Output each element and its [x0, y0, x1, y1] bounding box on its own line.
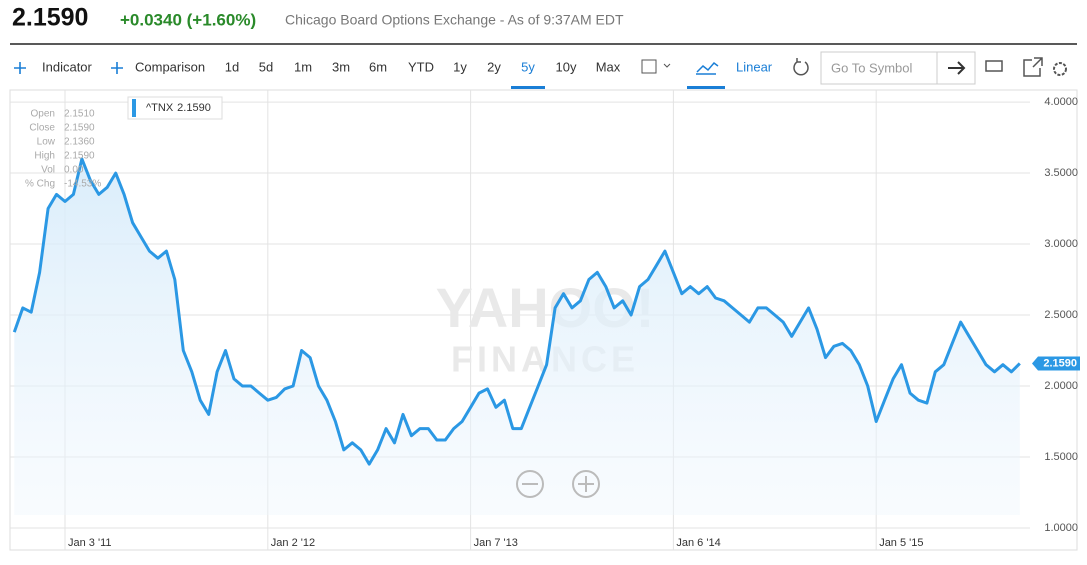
chart-type-underline: [687, 86, 725, 89]
change: +0.0340 (+1.60%): [120, 10, 256, 29]
scale-button[interactable]: Linear: [736, 59, 773, 74]
info-label: Vol: [41, 165, 55, 176]
x-tick-label: Jan 2 '12: [271, 537, 315, 549]
toolbar-button[interactable]: 3m: [332, 59, 350, 74]
y-tick-label: 1.5000: [1044, 451, 1078, 463]
y-tick-label: 4.0000: [1044, 96, 1078, 108]
x-tick-label: Jan 3 '11: [68, 537, 111, 549]
info-label: Open: [31, 109, 55, 120]
x-tick-label: Jan 7 '13: [474, 537, 518, 549]
y-tick-label: 2.5000: [1044, 309, 1078, 321]
toolbar-button[interactable]: Comparison: [135, 59, 205, 74]
toolbar: Indicator Comparison 1d 5d 1m 3m 6m YTD 1y 2y 5y 10…: [14, 51, 1067, 89]
toolbar-button[interactable]: Indicator: [42, 59, 93, 74]
go-arrow[interactable]: [948, 61, 966, 75]
toolbar-button[interactable]: YTD: [408, 59, 434, 74]
toolbar-button[interactable]: 6m: [369, 59, 387, 74]
toolbar-button[interactable]: 10y: [556, 59, 577, 74]
price: 2.1590: [12, 4, 88, 32]
legend-value: 2.1590: [177, 102, 211, 114]
info-value: 0.00: [64, 165, 84, 176]
print-icon[interactable]: [985, 60, 1003, 72]
search-placeholder: Go To Symbol: [831, 60, 913, 75]
popout-icon[interactable]: [1023, 57, 1043, 77]
zoom-out-button[interactable]: [516, 470, 544, 498]
chart-type-icon[interactable]: [696, 61, 719, 75]
info-value: 2.1590: [64, 123, 95, 134]
undo-icon[interactable]: [793, 58, 809, 76]
plot-frame: [9, 89, 1078, 551]
info-value: 2.1510: [64, 109, 95, 120]
info-label: High: [34, 151, 55, 162]
x-tick-label: Jan 6 '14: [676, 537, 720, 549]
toolbar-button[interactable]: 2y: [487, 59, 501, 74]
info-value: 2.1590: [64, 151, 95, 162]
toolbar-button[interactable]: 5y: [521, 59, 535, 74]
legend-label: ^TNX 2.1590: [146, 102, 211, 114]
y-tick-label: 2.0000: [1044, 380, 1078, 392]
caret: [663, 63, 671, 68]
toolbar-button[interactable]: 1d: [225, 59, 239, 74]
plot: 1.0000 1.5000 2.0000 2.5000 3.0000 3.5000 4.00…: [10, 90, 1080, 550]
toolbar-button[interactable]: 5d: [259, 59, 273, 74]
legend-swatch: [132, 99, 136, 117]
selected-underline: [511, 86, 545, 89]
info-value: -14.53%: [64, 179, 101, 190]
info-label: % Chg: [25, 179, 55, 190]
zoom-in-icon: [578, 476, 594, 492]
settings-icon[interactable]: [1053, 62, 1067, 76]
source: Chicago Board Options Exchange - As of 9…: [285, 12, 624, 28]
current-value: 2.1590: [1043, 357, 1077, 369]
plus-icon: [14, 62, 26, 74]
info-label: Low: [37, 137, 56, 148]
line: [12, 157, 1021, 466]
calendar-icon[interactable]: [641, 59, 657, 74]
toolbar-button[interactable]: Max: [596, 59, 621, 74]
zoom-in-button[interactable]: [572, 470, 600, 498]
area: [14, 158, 1020, 515]
toolbar-button[interactable]: 1m: [294, 59, 312, 74]
y-tick-label: 1.0000: [1044, 522, 1078, 534]
plus-icon: [111, 62, 123, 74]
x-tick-label: Jan 5 '15: [879, 537, 923, 549]
y-tick-label: 3.0000: [1044, 238, 1078, 250]
legend-name: ^TNX: [146, 102, 174, 114]
toolbar-button[interactable]: 1y: [453, 59, 467, 74]
info-label: Close: [29, 123, 55, 134]
info-value: 2.1360: [64, 137, 95, 148]
legend-box: [127, 96, 223, 120]
y-tick-label: 3.5000: [1044, 167, 1078, 179]
current-badge: [1032, 356, 1080, 371]
